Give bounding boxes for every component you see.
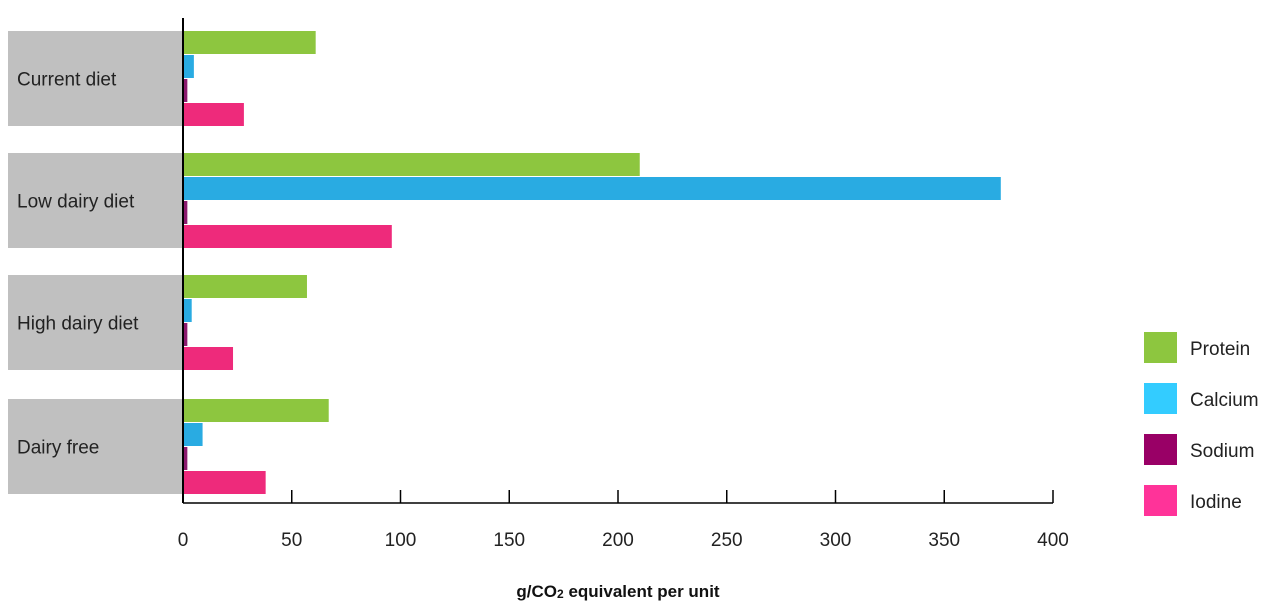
x-axis-label: g/CO2 equivalent per unit xyxy=(183,582,1053,602)
category-labels: Current diet Low dairy diet High dairy die… xyxy=(17,70,139,459)
legend-label: Protein xyxy=(1190,339,1250,360)
category-label-bg xyxy=(8,275,183,370)
bar-sodium xyxy=(183,447,188,470)
legend-swatch-protein xyxy=(1144,332,1177,363)
bar-sodium xyxy=(183,79,188,102)
bar-calcium xyxy=(183,423,203,446)
bar-sodium xyxy=(183,201,188,224)
bar-calcium xyxy=(183,299,192,322)
legend-label: Sodium xyxy=(1190,441,1254,462)
legend-label: Iodine xyxy=(1190,492,1242,513)
legend-swatch-calcium xyxy=(1144,383,1177,414)
bar-protein xyxy=(183,275,307,298)
x-axis-label-main: g/CO xyxy=(516,582,558,601)
x-tick-label: 150 xyxy=(493,530,525,551)
bar-iodine xyxy=(183,103,244,126)
x-ticks: 0 50 100 150 200 250 300 350 400 xyxy=(178,490,1069,551)
x-tick-label: 250 xyxy=(711,530,743,551)
x-tick-label: 0 xyxy=(178,530,189,551)
legend-swatch-sodium xyxy=(1144,434,1177,465)
x-axis-label-subscript: 2 xyxy=(557,587,564,601)
legend: Protein Calcium Sodium Iodine xyxy=(1144,332,1259,516)
category-label: Low dairy diet xyxy=(17,192,135,213)
category-label: High dairy diet xyxy=(17,314,139,335)
bar-sodium xyxy=(183,323,188,346)
bar-calcium xyxy=(183,55,194,78)
bar-protein xyxy=(183,399,329,422)
bar-protein xyxy=(183,153,640,176)
bar-iodine xyxy=(183,225,392,248)
x-tick-label: 400 xyxy=(1037,530,1069,551)
category-label: Dairy free xyxy=(17,438,99,459)
category-label-bg xyxy=(8,31,183,126)
legend-swatch-iodine xyxy=(1144,485,1177,516)
bar-iodine xyxy=(183,471,266,494)
bar-iodine xyxy=(183,347,234,370)
x-tick-label: 50 xyxy=(281,530,302,551)
category-label-backgrounds xyxy=(8,31,183,494)
category-label-bg xyxy=(8,399,183,494)
x-tick-label: 100 xyxy=(385,530,417,551)
x-axis-label-tail: equivalent per unit xyxy=(563,582,720,601)
category-label-bg xyxy=(8,153,183,248)
bars xyxy=(183,31,1001,494)
x-tick-label: 300 xyxy=(820,530,852,551)
bar-calcium xyxy=(183,177,1001,200)
bar-protein xyxy=(183,31,316,54)
x-tick-label: 350 xyxy=(928,530,960,551)
category-label: Current diet xyxy=(17,70,117,91)
legend-label: Calcium xyxy=(1190,390,1259,411)
x-tick-label: 200 xyxy=(602,530,634,551)
